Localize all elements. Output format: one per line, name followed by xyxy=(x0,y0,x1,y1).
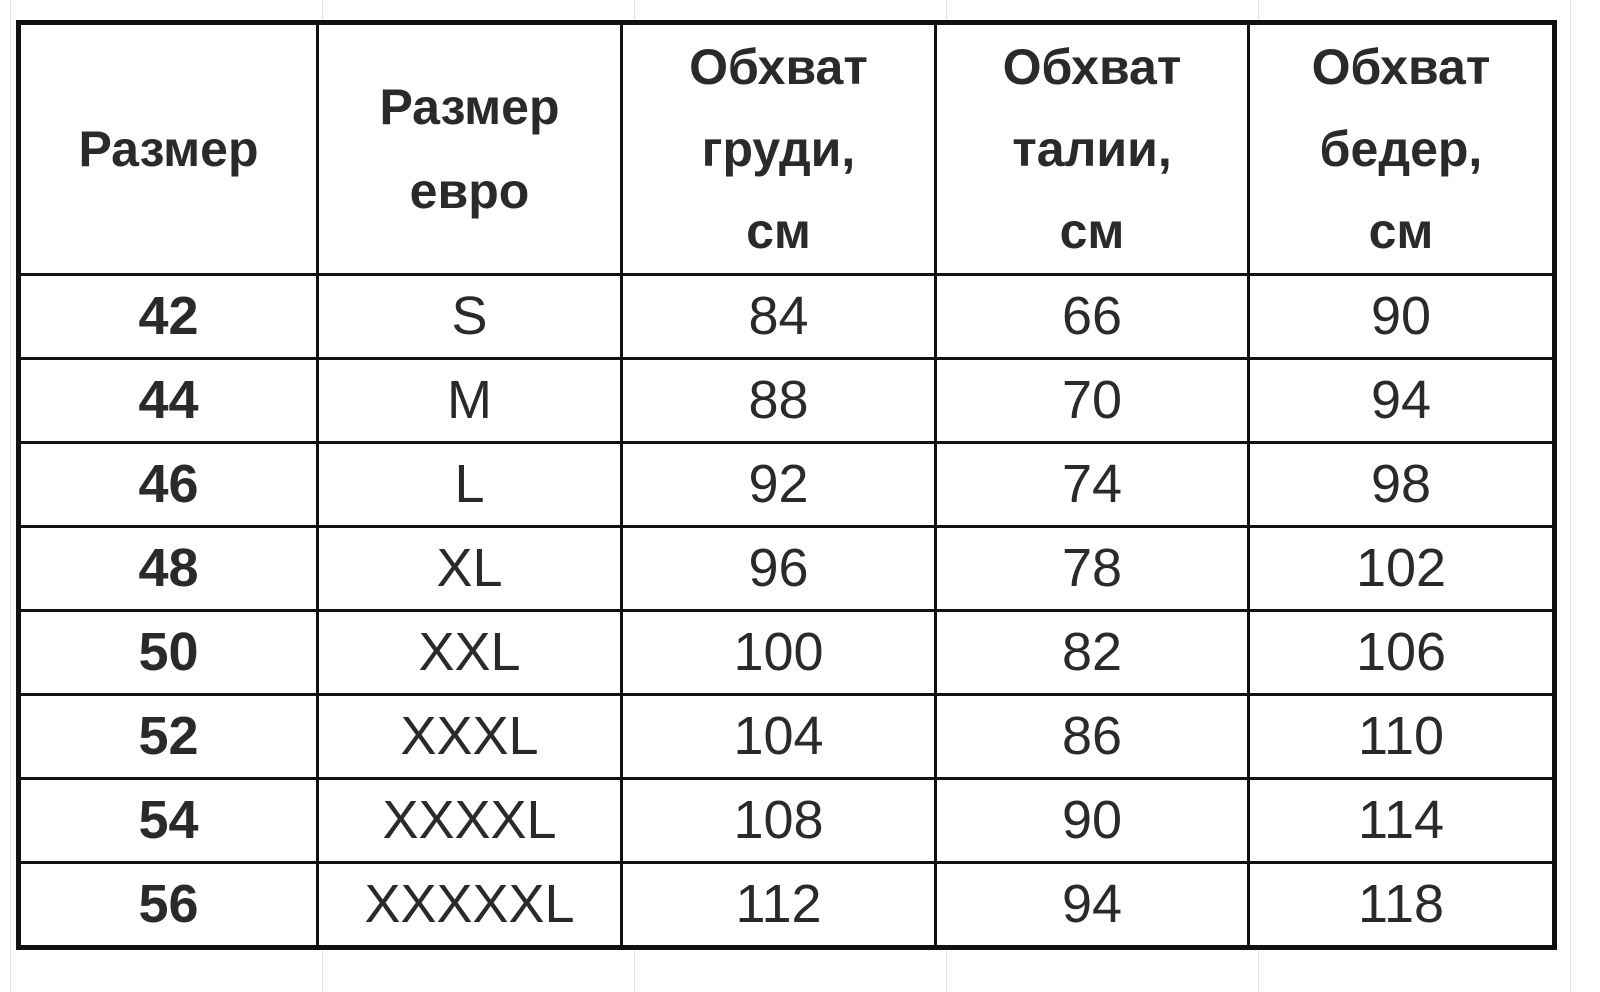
waist-cell: 90 xyxy=(934,777,1250,864)
header-waist: Обхват талии, см xyxy=(934,21,1250,276)
header-text: см xyxy=(1059,203,1125,259)
hips-cell: 114 xyxy=(1247,777,1556,864)
header-row: Размер Размер евро Обхват груди, см Обхват т… xyxy=(17,21,1556,276)
header-text: см xyxy=(746,203,811,259)
euro-size-cell: M xyxy=(316,357,623,444)
hips-cell: 118 xyxy=(1247,861,1556,949)
chest-cell: 92 xyxy=(620,441,937,528)
size-cell: 50 xyxy=(17,609,319,696)
header-text: Обхват xyxy=(689,39,868,95)
size-cell: 54 xyxy=(17,777,319,864)
euro-size-cell: S xyxy=(316,273,623,360)
euro-size-cell: XXXL xyxy=(316,693,623,780)
chest-cell: 84 xyxy=(620,273,937,360)
euro-size-cell: XXXXXL xyxy=(316,861,623,949)
waist-cell: 94 xyxy=(934,861,1250,949)
euro-size-cell: XXL xyxy=(316,609,623,696)
table-row: 42 S 84 66 90 xyxy=(17,273,1556,360)
header-euro-size: Размер евро xyxy=(316,21,623,276)
table-row: 46 L 92 74 98 xyxy=(17,441,1556,528)
size-chart-table: Размер Размер евро Обхват груди, см Обхват т… xyxy=(16,20,1557,950)
table-row: 52 XXXL 104 86 110 xyxy=(17,693,1556,780)
header-text: груди, xyxy=(701,121,856,177)
hips-cell: 110 xyxy=(1247,693,1556,780)
size-cell: 52 xyxy=(17,693,319,780)
header-text: Обхват xyxy=(1311,39,1491,95)
table-row: 48 XL 96 78 102 xyxy=(17,525,1556,612)
table-row: 44 M 88 70 94 xyxy=(17,357,1556,444)
header-chest: Обхват груди, см xyxy=(620,21,937,276)
waist-cell: 74 xyxy=(934,441,1250,528)
hips-cell: 106 xyxy=(1247,609,1556,696)
table-row: 50 XXL 100 82 106 xyxy=(17,609,1556,696)
header-text: талии, xyxy=(1012,121,1172,177)
hips-cell: 94 xyxy=(1247,357,1556,444)
waist-cell: 86 xyxy=(934,693,1250,780)
euro-size-cell: L xyxy=(316,441,623,528)
size-cell: 44 xyxy=(17,357,319,444)
header-text: Размер xyxy=(78,121,259,177)
hips-cell: 102 xyxy=(1247,525,1556,612)
chest-cell: 100 xyxy=(620,609,937,696)
header-size: Размер xyxy=(17,21,319,276)
hips-cell: 98 xyxy=(1247,441,1556,528)
waist-cell: 70 xyxy=(934,357,1250,444)
waist-cell: 78 xyxy=(934,525,1250,612)
size-cell: 46 xyxy=(17,441,319,528)
header-text: Размер xyxy=(379,79,560,135)
chest-cell: 108 xyxy=(620,777,937,864)
waist-cell: 82 xyxy=(934,609,1250,696)
chest-cell: 88 xyxy=(620,357,937,444)
chest-cell: 96 xyxy=(620,525,937,612)
header-text: бедер, xyxy=(1319,121,1483,177)
header-text: см xyxy=(1368,203,1434,259)
euro-size-cell: XXXXL xyxy=(316,777,623,864)
header-text: Обхват xyxy=(1002,39,1182,95)
chest-cell: 112 xyxy=(620,861,937,949)
waist-cell: 66 xyxy=(934,273,1250,360)
hips-cell: 90 xyxy=(1247,273,1556,360)
size-cell: 48 xyxy=(17,525,319,612)
table-row: 56 XXXXXL 112 94 118 xyxy=(17,861,1556,949)
size-cell: 56 xyxy=(17,861,319,949)
header-text: евро xyxy=(409,163,530,219)
chest-cell: 104 xyxy=(620,693,937,780)
euro-size-cell: XL xyxy=(316,525,623,612)
size-cell: 42 xyxy=(17,273,319,360)
header-hips: Обхват бедер, см xyxy=(1247,21,1556,276)
table-row: 54 XXXXL 108 90 114 xyxy=(17,777,1556,864)
